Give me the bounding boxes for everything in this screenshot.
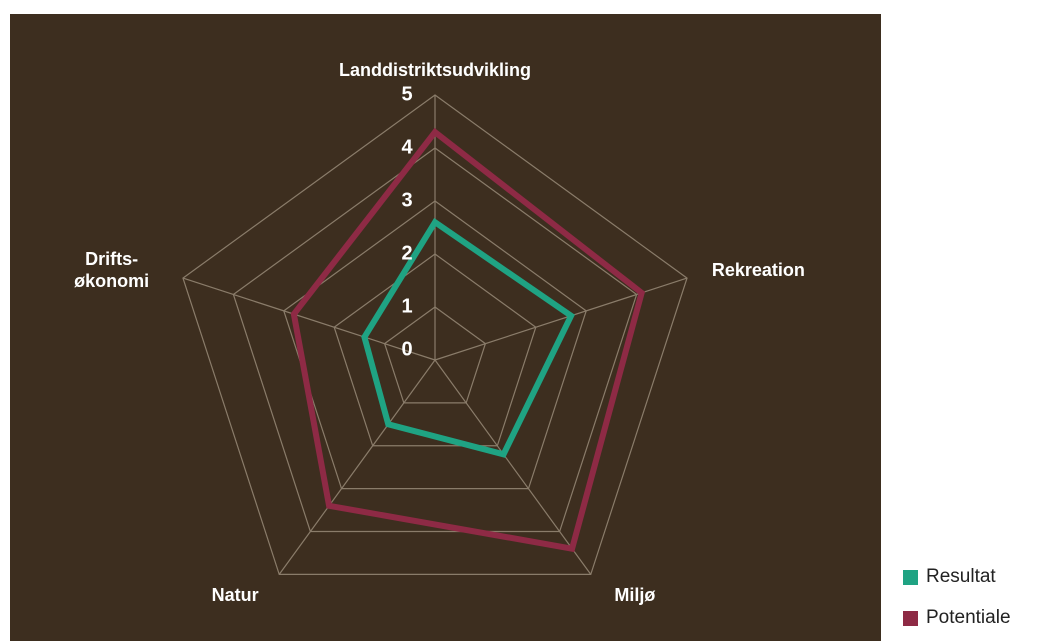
series-line	[361, 217, 575, 458]
tick-label: 0	[401, 338, 413, 361]
category-label: Rekreation	[711, 260, 805, 281]
tick-label: 1	[401, 295, 413, 318]
category-label: Natur	[211, 584, 259, 605]
grid-ring	[232, 147, 638, 533]
tick-label: 5	[401, 83, 413, 106]
tick-label: 2	[401, 242, 413, 265]
legend-entry: Resultat	[903, 566, 996, 588]
tick-label: 3	[401, 189, 413, 212]
legend-label: Potentiale	[926, 607, 1011, 628]
legend-entry: Potentiale	[903, 607, 1011, 629]
grid-ring	[182, 94, 688, 575]
legend-swatch	[903, 610, 918, 626]
legend-swatch	[903, 569, 918, 585]
grid-ring	[333, 253, 537, 447]
series-line	[290, 127, 646, 553]
spoke	[182, 277, 436, 361]
tick-label: 4	[401, 136, 413, 159]
plot-background	[10, 14, 881, 641]
category-label: Landdistriktsudvikling	[338, 60, 532, 80]
spoke	[434, 359, 592, 575]
legend-label: Resultat	[926, 566, 996, 587]
category-label: Drifts- økonomi	[74, 249, 150, 292]
grid-ring	[383, 306, 487, 404]
spoke	[278, 359, 436, 575]
category-label: Miljø	[614, 584, 656, 605]
